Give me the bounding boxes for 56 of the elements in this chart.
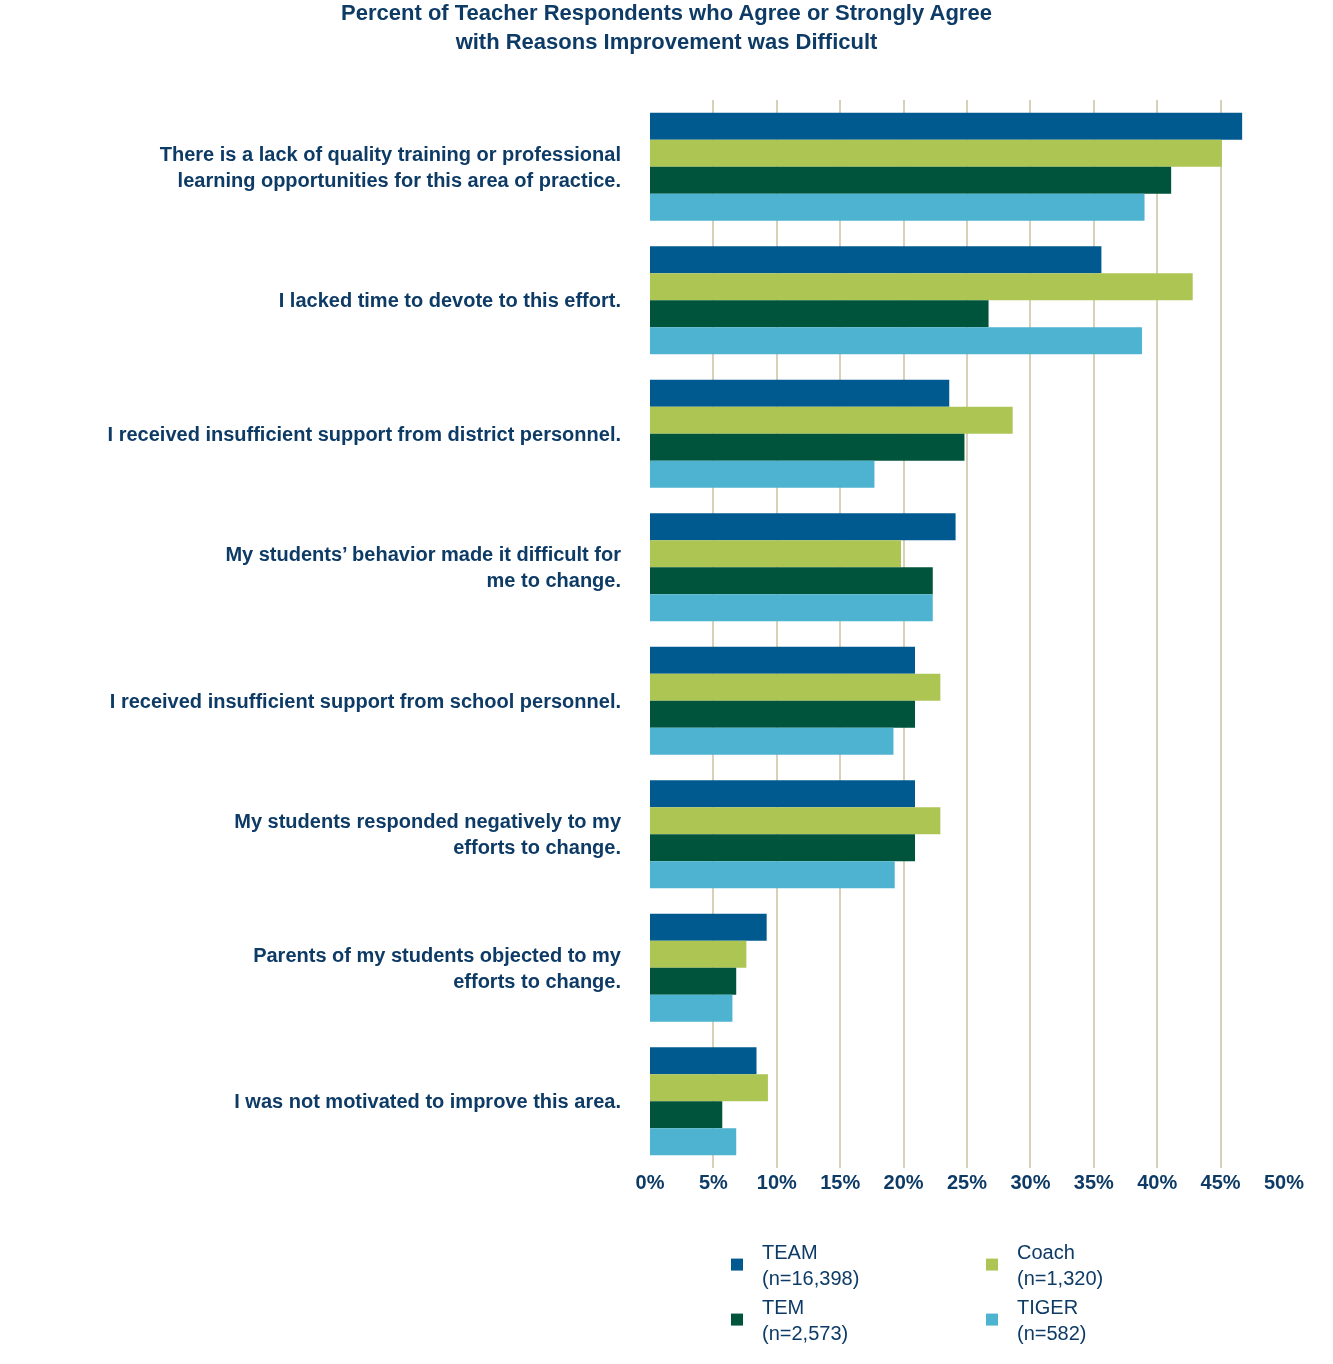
- bar: [650, 727, 894, 755]
- bar: [650, 513, 956, 541]
- bar: [650, 327, 1142, 355]
- bar: [650, 1074, 768, 1102]
- bar: [650, 594, 933, 622]
- bar: [650, 300, 989, 328]
- y-tick-label: There is a lack of quality training or professional learning opportunities for this area of practice.: [159, 142, 621, 191]
- x-tick-label: 5%: [698, 1171, 729, 1193]
- bar: [650, 379, 950, 407]
- y-tick-label: My students’ behavior made it difficult for me to change.: [225, 543, 622, 592]
- bar: [650, 406, 1013, 434]
- x-tick-label: 35%: [1073, 1171, 1115, 1193]
- bar: [650, 700, 916, 728]
- x-tick-label: 0%: [635, 1171, 665, 1193]
- bar: [650, 673, 941, 701]
- y-tick-label: Parents of my students objected to my efforts to change.: [253, 943, 622, 992]
- bar: [650, 540, 902, 568]
- bar: [650, 1128, 737, 1156]
- x-tick-label: 40%: [1137, 1171, 1178, 1193]
- bar: [650, 433, 965, 461]
- bar: [650, 567, 933, 595]
- bar: [650, 807, 941, 835]
- x-tick-label: 25%: [946, 1171, 988, 1193]
- x-tick-label: 45%: [1200, 1171, 1241, 1193]
- bar: [650, 967, 737, 995]
- bar: [650, 646, 916, 674]
- legend-label: TEAM (n=16,398): [762, 1241, 860, 1290]
- bar: [650, 994, 733, 1022]
- bar: [650, 780, 916, 808]
- x-tick-label: 15%: [820, 1171, 861, 1193]
- x-tick-label: 20%: [883, 1171, 924, 1193]
- legend-label: TEM (n=2,573): [762, 1296, 849, 1345]
- bar: [650, 913, 767, 941]
- y-tick-label: I received insufficient support from district personnel.: [107, 422, 621, 445]
- y-tick-label: I lacked time to devote to this effort.: [278, 289, 621, 312]
- bar: [650, 193, 1145, 221]
- bar: [650, 139, 1222, 167]
- bar: [650, 273, 1193, 301]
- legend-label: Coach (n=1,320): [1017, 1241, 1104, 1290]
- x-tick-label: 50%: [1263, 1171, 1305, 1193]
- bar: [650, 940, 747, 968]
- bar: [650, 1047, 757, 1075]
- y-tick-label: My students responded negatively to my efforts to change.: [234, 810, 622, 859]
- x-tick-label: 10%: [756, 1171, 798, 1193]
- bar: [650, 861, 895, 889]
- bar: [650, 246, 1102, 274]
- bar: [650, 166, 1172, 194]
- y-tick-label: I received insufficient support from school personnel.: [109, 689, 621, 712]
- x-tick-label: 30%: [1010, 1171, 1051, 1193]
- chart-title: Percent of Teacher Respondents who Agree or Strongly Agree with Reasons Improvement was Difficult: [341, 0, 992, 55]
- bar: [650, 112, 1243, 140]
- legend-label: TIGER (n=582): [1017, 1296, 1087, 1345]
- bar: [650, 460, 875, 488]
- y-tick-label: I was not motivated to improve this area.: [234, 1090, 621, 1113]
- bar: [650, 834, 916, 862]
- bar: [650, 1101, 723, 1129]
